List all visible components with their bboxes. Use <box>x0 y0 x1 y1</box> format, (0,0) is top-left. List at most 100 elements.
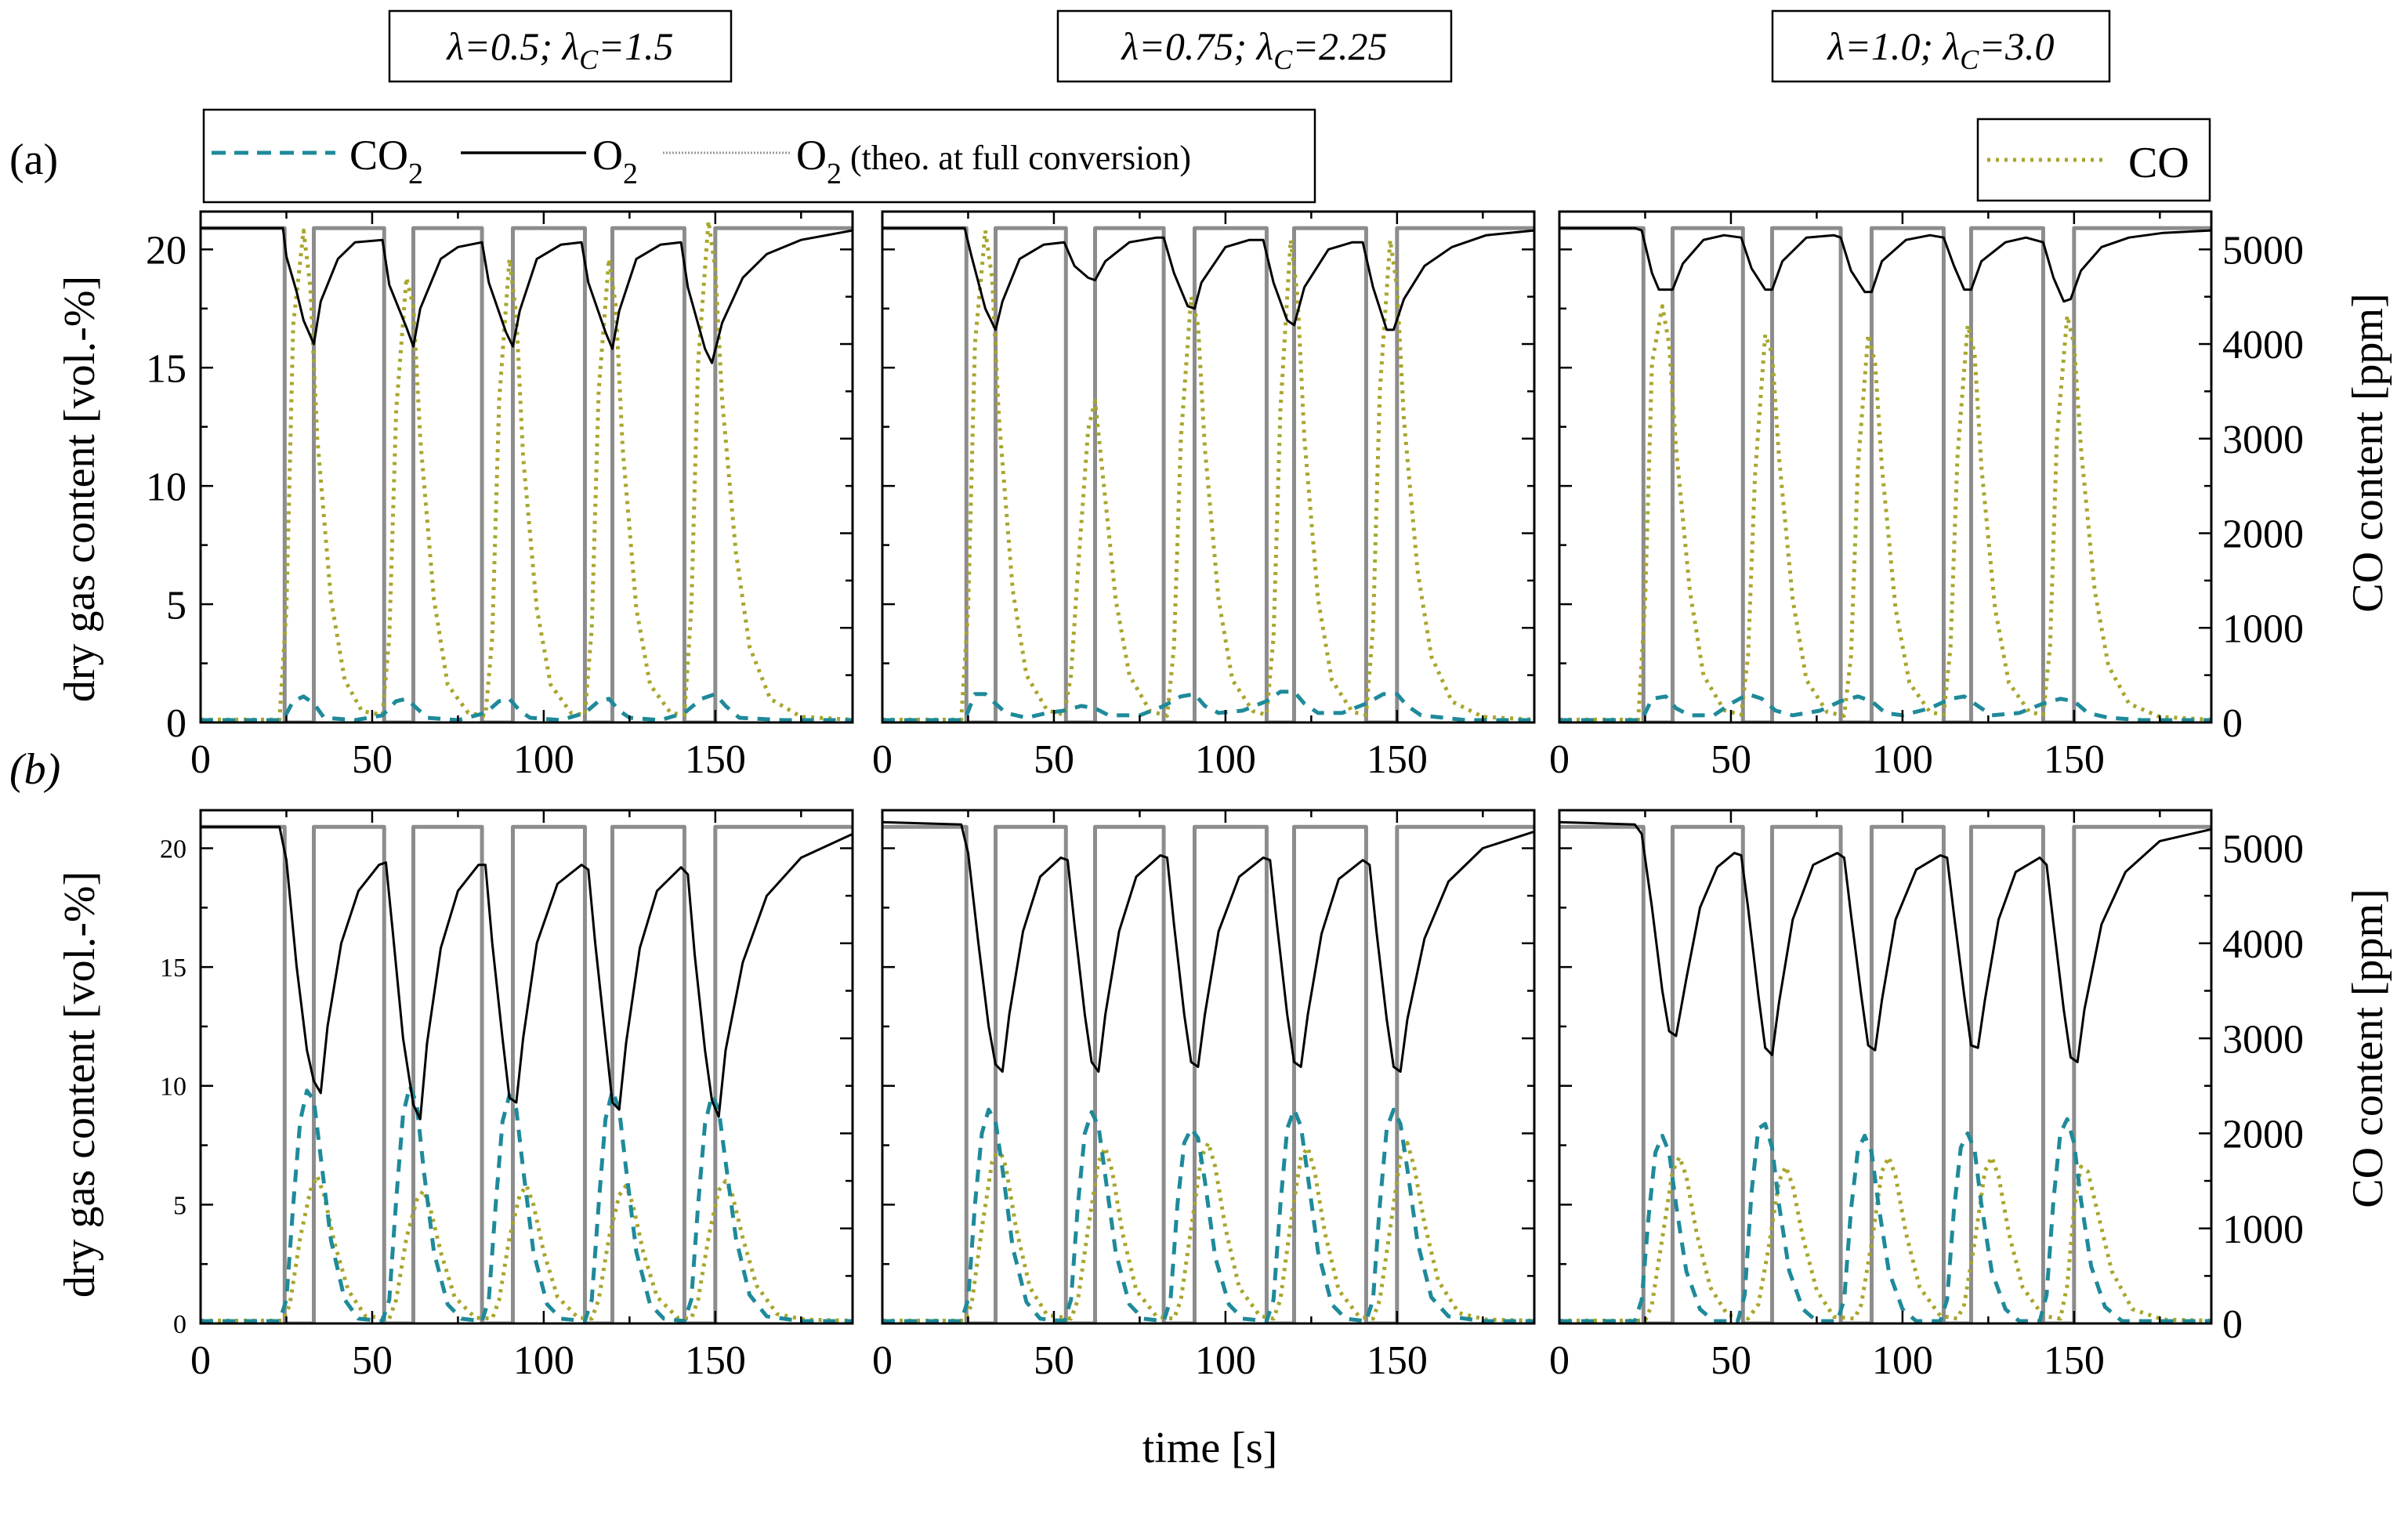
o2-line <box>882 226 1534 331</box>
x-tick-label: 50 <box>1034 737 1074 782</box>
y2-tick-label: 0 <box>2222 1302 2243 1347</box>
x-tick-label: 0 <box>190 737 211 782</box>
column-title-1: λ=0.5; λC=1.5 <box>388 9 733 83</box>
x-tick-label: 150 <box>1367 737 1428 782</box>
o2-theo-line <box>201 824 853 1323</box>
y2-tick-label: 5000 <box>2222 228 2304 273</box>
o2-line <box>882 820 1534 1073</box>
y2-tick-label: 1000 <box>2222 1207 2304 1252</box>
plot-frame <box>199 210 854 724</box>
legend-o2-label: O2 <box>592 132 638 190</box>
x-tick-label: 150 <box>685 737 746 782</box>
panel-b2: 0 50 100 150 <box>872 809 1536 1383</box>
svg-text:λ=1.0; λC=3.0: λ=1.0; λC=3.0 <box>1827 24 2055 75</box>
column-title-box <box>388 9 733 83</box>
co2-line <box>1559 1117 2211 1323</box>
y2-tick-label: 4000 <box>2222 323 2304 367</box>
plot-frame <box>199 809 854 1325</box>
co2-line <box>882 1107 1534 1323</box>
title-lambda-c-sub: C <box>579 44 599 75</box>
x-tick-label: 50 <box>1034 1338 1074 1383</box>
x-tick-label: 150 <box>1367 1338 1428 1383</box>
panel-b3: 0 50 100 150 0 1000 2000 3000 4000 5000 <box>1549 809 2304 1383</box>
title-lambda-c: λ <box>1255 24 1274 68</box>
co-line <box>1559 1155 2211 1323</box>
plot-area <box>201 212 853 722</box>
y-tick-label: 0 <box>166 701 186 746</box>
x-tick-label: 150 <box>2044 737 2105 782</box>
co2-line <box>201 1084 853 1323</box>
series-group <box>1559 820 2211 1323</box>
o2-theo-line <box>882 824 1534 1323</box>
ylabel-right-b: CO content [ppm] <box>2344 889 2392 1207</box>
series-group <box>882 820 1534 1323</box>
y-tick-label: 10 <box>146 465 186 509</box>
o2-theo-line <box>882 226 1534 722</box>
plot-frame <box>881 210 1536 724</box>
co2-line <box>882 690 1534 722</box>
x-tick-label: 50 <box>352 737 393 782</box>
series-group <box>882 226 1534 722</box>
plot-area <box>882 212 1534 722</box>
o2-line <box>1559 226 2211 303</box>
title-lambda-c-sub: C <box>1960 44 1979 75</box>
legend-co-label: CO <box>2128 139 2189 187</box>
plot-area <box>201 810 853 1323</box>
x-tick-label: 0 <box>872 737 893 782</box>
panel-a3: 0 50 100 150 0 1000 2000 3000 4000 5000 <box>1549 210 2304 782</box>
y-tick-label: 0 <box>173 1310 186 1339</box>
y-tick-label: 5 <box>173 1191 186 1220</box>
o2-line <box>201 825 853 1121</box>
row-label-b: (b) <box>9 745 60 794</box>
x-tick-label: 100 <box>1872 737 1933 782</box>
y2-tick-label: 2000 <box>2222 512 2304 557</box>
x-tick-label: 100 <box>513 737 574 782</box>
y2-tick-label: 3000 <box>2222 418 2304 462</box>
title-lambda: λ=0.5; <box>446 24 563 68</box>
title-lambda-c-value: =2.25 <box>1292 24 1387 68</box>
x-tick-label: 0 <box>1549 737 1570 782</box>
y-tick-label: 5 <box>166 583 186 628</box>
y2-tick-label: 2000 <box>2222 1113 2304 1157</box>
x-tick-label: 50 <box>1711 1338 1751 1383</box>
legend-box <box>202 108 1316 204</box>
column-title-box <box>1056 9 1453 83</box>
y-tick-label: 15 <box>160 954 186 983</box>
xlabel: time [s] <box>1142 1424 1278 1472</box>
y-tick-label: 10 <box>160 1073 186 1102</box>
x-tick-label: 100 <box>1195 737 1256 782</box>
y2-tick-label: 5000 <box>2222 827 2304 872</box>
legend-o2theo-label: O2 (theo. at full conversion) <box>796 132 1191 190</box>
title-lambda: λ=0.75; <box>1121 24 1257 68</box>
series-group <box>201 824 853 1323</box>
ylabel-left-a: dry gas content [vol.-%] <box>56 276 104 702</box>
o2-theo-line <box>201 226 853 722</box>
series-group <box>1559 226 2211 722</box>
x-tick-label: 150 <box>2044 1338 2105 1383</box>
title-lambda-c: λ <box>561 24 580 68</box>
y2-tick-label: 1000 <box>2222 606 2304 651</box>
o2-theo-line <box>1559 824 2211 1323</box>
legend-main: CO2 O2 O2 (theo. at full conversion) <box>202 108 1316 204</box>
plot-frame <box>1558 809 2213 1325</box>
x-tick-label: 50 <box>352 1338 393 1383</box>
x-tick-label: 100 <box>513 1338 574 1383</box>
co-line <box>201 1174 853 1323</box>
svg-text:λ=0.75; λC=2.25: λ=0.75; λC=2.25 <box>1121 24 1388 75</box>
panel-a1: 0 50 100 150 0 5 10 15 20 <box>146 210 854 782</box>
y2-tick-label: 4000 <box>2222 922 2304 967</box>
co-line <box>201 219 853 722</box>
x-tick-label: 0 <box>1549 1338 1570 1383</box>
x-tick-label: 0 <box>872 1338 893 1383</box>
ylabel-right-a: CO content [ppm] <box>2344 293 2392 612</box>
series-group <box>201 219 853 722</box>
title-lambda-c-value: =1.5 <box>598 24 673 68</box>
co-line <box>1559 304 2211 722</box>
column-title-3: λ=1.0; λC=3.0 <box>1771 9 2111 83</box>
co2-line <box>201 692 853 722</box>
co2-line <box>1559 692 2211 722</box>
column-title-box <box>1771 9 2111 83</box>
y2-tick-label: 0 <box>2222 701 2243 746</box>
column-title-2: λ=0.75; λC=2.25 <box>1056 9 1453 83</box>
